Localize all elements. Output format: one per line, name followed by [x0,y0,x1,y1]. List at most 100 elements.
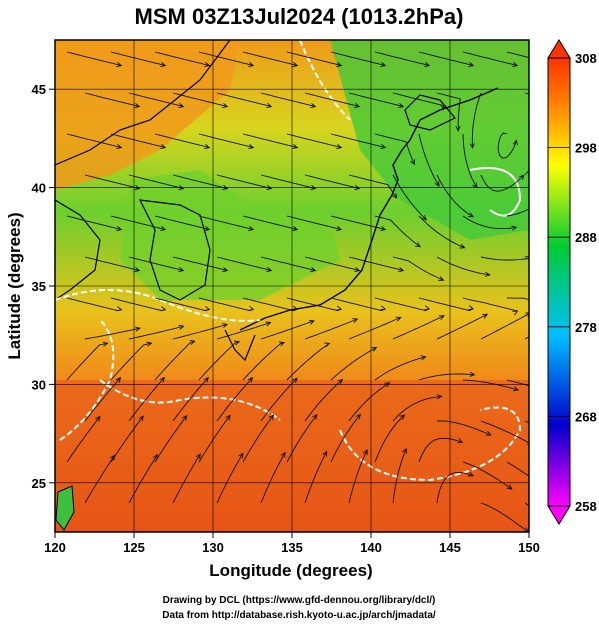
streamline [154,215,210,231]
streamline-arrowhead [512,62,519,68]
streamline-arrowhead [116,306,123,312]
streamline [418,215,465,249]
streamline [374,356,426,381]
y-tick-label: 35 [32,279,46,294]
streamline [418,437,463,463]
x-tick-label: 130 [202,540,224,555]
streamline-arrowhead [468,305,475,311]
streamline-arrowhead [292,226,299,232]
colorbar-gradient [547,57,571,507]
streamline [286,215,342,231]
isotherm-contour [55,289,261,322]
x-tick-label: 145 [439,540,461,555]
streamline-arrowhead [280,451,286,458]
streamline-arrowhead [424,62,431,68]
streamline-arrowhead [266,267,273,273]
streamline [418,133,440,187]
streamline-arrowhead [468,62,475,68]
y-axis-ticks: 25 30 35 40 45 [32,82,55,491]
streamline-arrowhead [434,180,440,187]
streamline-arrowhead [399,414,406,420]
streamline [392,395,442,422]
streamline [462,379,519,391]
streamline-arrowhead [424,305,431,311]
streamline-arrowhead [485,430,492,436]
streamline-arrowhead [512,139,518,146]
streamline-arrowhead [455,125,461,132]
streamline-arrowhead [362,449,368,456]
streamline [216,256,272,272]
streamline-arrowhead [134,185,141,191]
y-tick-label: 45 [32,82,46,97]
credit-data: Data from http://database.rish.kyoto-u.a… [162,610,436,621]
streamline-arrowhead [178,267,185,273]
streamline-arrowhead [512,310,519,316]
streamline-arrowhead [511,225,518,231]
streamline-arrowhead [134,267,141,273]
streamline [66,133,122,149]
streamline-arrowhead [371,347,378,352]
streamline [198,133,254,149]
streamline [84,256,140,272]
streamline [198,297,254,312]
streamline [462,297,518,312]
streamline-arrowhead [380,144,387,150]
streamline [154,415,187,463]
streamline [286,343,330,381]
streamline [304,451,328,504]
streamline-arrowhead [420,355,427,361]
streamline-arrowhead [354,103,361,109]
colorbar-tick-label: 258 [575,499,597,514]
streamline-arrowhead [482,313,489,319]
streamline [172,453,201,504]
streamline [172,92,228,108]
streamline-arrowhead [222,267,229,273]
streamline-arrowhead [178,324,185,330]
streamline [84,92,140,108]
colorbar: 308 298 288 278 268 258 [547,39,597,525]
y-tick-label: 30 [32,377,46,392]
streamline-arrowhead [204,144,211,150]
streamline-arrowhead [134,103,141,109]
streamline [260,320,315,340]
streamline [392,92,444,110]
streamline [374,215,421,248]
streamline [374,414,405,463]
streamline-arrowhead [469,371,476,377]
streamline-arrowhead [292,62,299,68]
streamline [330,297,386,312]
streamline [66,215,122,231]
streamline [110,215,166,231]
streamline-arrowhead [116,144,123,150]
y-axis-label: Latitude (degrees) [5,212,24,359]
streamline [374,51,430,67]
streamline [392,174,427,221]
x-tick-label: 150 [518,540,540,555]
isotherm-contour [469,167,522,217]
streamline-arrowhead [391,193,398,199]
streamline [418,373,475,381]
map-plot-area [55,40,529,532]
streamline [330,133,386,149]
streamline-arrowhead [225,414,231,421]
isotherm-contour [59,319,115,441]
streamline-arrowhead [160,144,167,150]
streamline [304,318,358,340]
streamline [216,322,271,340]
streamline [242,215,298,231]
streamline [348,174,398,199]
streamline [242,414,274,463]
streamline [154,51,210,67]
streamline-arrowhead [506,484,513,490]
streamline [462,461,513,490]
streamline-arrowhead [354,267,361,273]
streamline-arrowhead [410,159,415,166]
streamline [242,133,298,149]
isotherm-contour [99,379,281,421]
streamline-arrowhead [459,243,466,249]
streamline [260,452,286,504]
x-tick-label: 120 [44,540,66,555]
china-coastline [55,199,101,301]
streamline [128,454,158,504]
